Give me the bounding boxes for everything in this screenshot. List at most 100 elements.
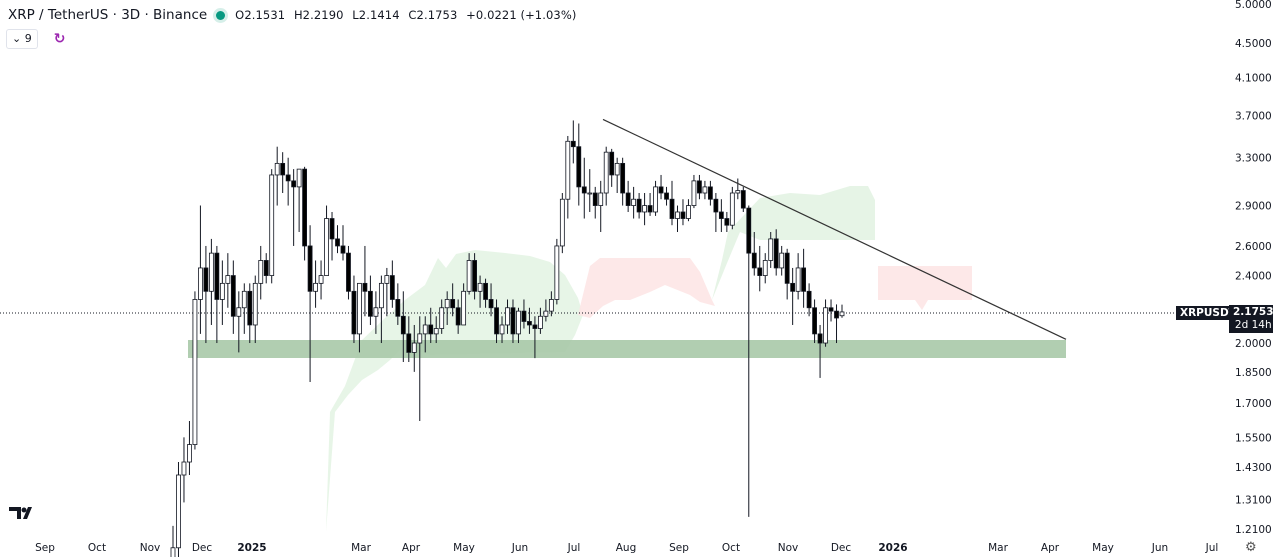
candle-up [735, 190, 741, 194]
candle-down [713, 198, 719, 213]
time-tick-label: Jul [567, 542, 581, 554]
candle-up [779, 252, 785, 269]
candle-up [422, 324, 428, 335]
price-axis[interactable]: 5.0000 4.5000 4.1000 3.7000 3.3000 2.9000 2.60… [1235, 0, 1272, 536]
candle-down [368, 290, 373, 317]
candle-up [691, 180, 697, 206]
candle-down [806, 290, 812, 309]
ohlc-values: O2.1531 H2.2190 L2.1414 C2.1753 +0.0221 … [235, 8, 581, 22]
candle-down [291, 180, 297, 188]
candle-up [543, 310, 549, 317]
cloud-bearish [878, 266, 972, 310]
time-tick-label: Jun [1151, 542, 1168, 554]
high-value: H2.2190 [293, 8, 344, 22]
support-zone[interactable] [188, 340, 1066, 358]
candle-down [680, 211, 686, 219]
candle-up [461, 290, 467, 326]
price-tick-label: 1.7000 [1235, 398, 1272, 410]
candle-down [340, 245, 346, 254]
time-axis[interactable]: Sep Oct Nov Dec 2025 Mar Apr May Jun Jul Aug Sep Oct… [35, 542, 1218, 554]
candle-up [258, 260, 264, 284]
candle-down [521, 310, 527, 322]
candle-down [773, 238, 779, 269]
time-tick-label: Jun [511, 542, 528, 554]
time-tick-label: Nov [140, 542, 161, 554]
candle-down [581, 186, 587, 194]
candle-up [598, 192, 604, 206]
candle-down [302, 168, 308, 247]
price-tick-label: 2.0000 [1235, 338, 1272, 350]
candle-down [609, 151, 615, 176]
candle-down [592, 192, 598, 206]
price-tick-label: 2.9000 [1235, 201, 1272, 213]
candle-down [625, 192, 631, 206]
change-value: +0.0221 (+1.03%) [466, 8, 577, 22]
candle-down [214, 252, 220, 300]
candle-up [675, 211, 680, 219]
descending-trendline[interactable] [602, 118, 1067, 340]
gear-icon[interactable]: ⚙ [1245, 540, 1257, 555]
symbol-title[interactable]: XRP / TetherUS · 3D · Binance [8, 7, 208, 23]
price-tick-label: 3.3000 [1235, 153, 1272, 165]
candle-down [346, 252, 351, 292]
refresh-icon[interactable]: ↻ [53, 31, 66, 47]
candle-down [263, 260, 269, 276]
candle-down [307, 245, 313, 292]
time-tick-label: Apr [402, 542, 421, 554]
indicators-count: 9 [24, 32, 32, 45]
candle-down [751, 252, 757, 269]
candle-down [488, 299, 494, 309]
candle-up [208, 252, 214, 292]
time-tick-label: Apr [1041, 542, 1060, 554]
candle-up [411, 342, 417, 353]
candle-up [417, 333, 423, 344]
candle-down [230, 275, 236, 317]
candle-down [455, 307, 461, 326]
candle-down [362, 282, 368, 292]
candle-up [236, 307, 242, 317]
price-tick-label: 1.5500 [1235, 432, 1272, 444]
time-tick-label: 2025 [237, 542, 266, 554]
time-tick-label: Oct [88, 542, 106, 554]
candle-down [527, 321, 532, 326]
candle-down [647, 205, 653, 213]
chart-legend: XRP / TetherUS · 3D · Binance O2.1531 H2… [8, 7, 581, 23]
candles-group [170, 120, 845, 557]
candle-down [395, 299, 401, 317]
candle-up [587, 192, 593, 195]
candle-down [576, 146, 582, 188]
time-tick-label: 2026 [878, 542, 907, 554]
time-tick-label: Mar [988, 542, 1008, 554]
candle-down [280, 162, 286, 176]
time-tick-label: Dec [831, 542, 852, 554]
chevron-down-icon: ⌄ [12, 32, 22, 45]
candle-up [686, 205, 691, 219]
candle-down [247, 290, 253, 326]
price-tick-label: 1.8500 [1235, 367, 1272, 379]
time-tick-label: May [453, 542, 475, 554]
candle-down [570, 140, 576, 148]
candle-up [642, 205, 647, 213]
time-tick-label: Oct [722, 542, 740, 554]
candle-up [241, 290, 247, 309]
price-tick-label: 2.4000 [1235, 271, 1272, 283]
candle-up [176, 474, 181, 549]
candle-up [192, 299, 198, 445]
candle-up [219, 282, 225, 300]
candle-down [697, 180, 702, 194]
candle-down [285, 174, 291, 182]
time-tick-label: May [1092, 542, 1114, 554]
candle-up [565, 140, 571, 200]
candle-down [389, 275, 395, 300]
tradingview-logo[interactable] [9, 505, 39, 525]
candle-up [187, 444, 192, 463]
candle-down [483, 282, 488, 300]
candle-up [225, 275, 231, 284]
price-tick-label: 5.0000 [1235, 0, 1272, 11]
candle-down [532, 324, 538, 329]
candle-up [768, 238, 774, 261]
time-tick-label: Nov [778, 542, 799, 554]
candle-up [559, 198, 565, 247]
indicators-toggle-button[interactable]: ⌄ 9 [6, 29, 38, 49]
